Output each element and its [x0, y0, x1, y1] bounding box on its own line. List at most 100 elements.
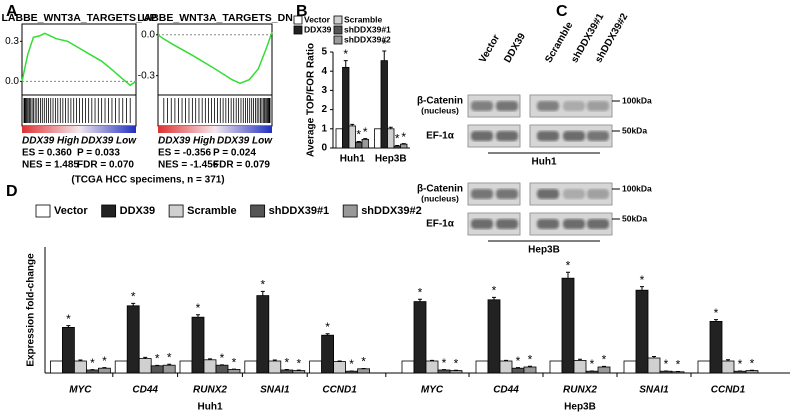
- low-label: DDX39 Low: [81, 136, 137, 147]
- row-label: EF-1α: [426, 219, 455, 230]
- band: [471, 101, 493, 111]
- significance-mark: *: [260, 278, 265, 292]
- bar: [309, 360, 323, 374]
- panel-title: LABBE_WNT3A_TARGETS_DN: [137, 12, 293, 24]
- legend-swatch: [250, 204, 266, 218]
- band: [471, 189, 493, 199]
- significance-mark: *: [714, 306, 719, 320]
- error-bar: [492, 296, 496, 300]
- bar: [333, 361, 347, 374]
- error-bar: [272, 359, 277, 361]
- band: [496, 101, 518, 111]
- bar: [227, 368, 241, 374]
- membrane: [467, 94, 521, 118]
- error-bar: [504, 359, 508, 361]
- stat: NES = -1.456: [158, 160, 219, 171]
- footnote: (TCGA HCC specimens, n = 371): [71, 175, 224, 186]
- bar: [342, 66, 350, 149]
- error-bar: [196, 314, 200, 318]
- enrichment-curve: [21, 32, 137, 87]
- bar: [437, 369, 451, 374]
- error-bar: [143, 356, 148, 359]
- significance-mark: *: [131, 290, 136, 304]
- bar: [191, 316, 205, 374]
- bar: [335, 128, 343, 149]
- significance-mark: *: [664, 357, 669, 371]
- band: [537, 101, 559, 111]
- error-bar: [726, 359, 730, 361]
- bar: [745, 370, 759, 374]
- x-tick-label: CD44: [132, 385, 158, 396]
- bar: [400, 143, 408, 149]
- significance-mark: *: [382, 37, 387, 51]
- error-bar: [401, 143, 406, 145]
- bar: [413, 301, 427, 374]
- bar: [357, 368, 371, 374]
- legend-label: Scramble: [187, 205, 237, 217]
- stat: P = 0.024: [213, 148, 256, 159]
- y-tick-label: 1: [321, 123, 327, 134]
- error-bar: [167, 363, 172, 366]
- bar: [549, 360, 563, 374]
- bar: [635, 289, 649, 374]
- bar: [361, 138, 369, 149]
- band: [537, 189, 559, 199]
- significance-mark: *: [640, 273, 645, 287]
- bar: [150, 365, 164, 374]
- error-bar: [382, 50, 387, 61]
- enrichment-curve: [157, 31, 273, 85]
- significance-mark: *: [102, 354, 107, 368]
- band: [471, 131, 493, 141]
- bar: [256, 295, 270, 374]
- bar: [511, 367, 525, 374]
- marker-label: 50kDa: [622, 213, 647, 223]
- x-tick-label: CCND1: [711, 385, 746, 396]
- group-label: Hep3B: [564, 402, 596, 413]
- legend-label: Vector: [54, 205, 88, 217]
- bar: [162, 364, 176, 374]
- bar: [74, 360, 87, 374]
- significance-mark: *: [90, 356, 95, 370]
- stat: ES = 0.360: [22, 148, 72, 159]
- marker-label: 100kDa: [622, 183, 652, 193]
- bar: [86, 369, 99, 374]
- bar: [425, 360, 439, 374]
- bar: [126, 305, 140, 374]
- band: [496, 131, 518, 141]
- y-tick-label: 3: [321, 85, 327, 96]
- band: [496, 219, 518, 229]
- error-bar: [418, 298, 422, 302]
- error-bar: [131, 302, 136, 306]
- y-tick-label: 0.0: [141, 29, 155, 40]
- high-label: DDX39 High: [158, 136, 215, 147]
- bar: [50, 360, 63, 374]
- significance-mark: *: [401, 130, 406, 144]
- significance-mark: *: [590, 357, 595, 371]
- error-bar: [343, 60, 348, 68]
- error-bar: [640, 286, 644, 291]
- error-bar: [714, 319, 718, 322]
- legend-label: Vector: [304, 14, 331, 24]
- x-tick-label: Hep3B: [375, 154, 407, 165]
- band: [537, 219, 559, 229]
- y-axis-label: Expression fold-change: [26, 253, 37, 367]
- bar: [499, 360, 513, 374]
- band: [496, 189, 518, 199]
- bar: [733, 370, 747, 374]
- error-bar: [102, 367, 107, 369]
- significance-mark: *: [395, 132, 400, 146]
- legend-swatch: [333, 15, 343, 25]
- bar: [348, 125, 356, 149]
- error-bar: [350, 123, 355, 126]
- bar: [114, 360, 128, 374]
- band: [563, 131, 585, 141]
- low-label: DDX39 Low: [217, 136, 273, 147]
- legend-swatch: [333, 35, 343, 45]
- x-tick-label: MYC: [421, 385, 444, 396]
- row-label: EF-1α: [426, 131, 455, 142]
- significance-mark: *: [566, 258, 571, 272]
- marker-label: 100kDa: [622, 95, 652, 105]
- panel-letter: C: [556, 3, 568, 20]
- bar: [561, 277, 575, 374]
- y-tick-label: 5: [321, 47, 327, 58]
